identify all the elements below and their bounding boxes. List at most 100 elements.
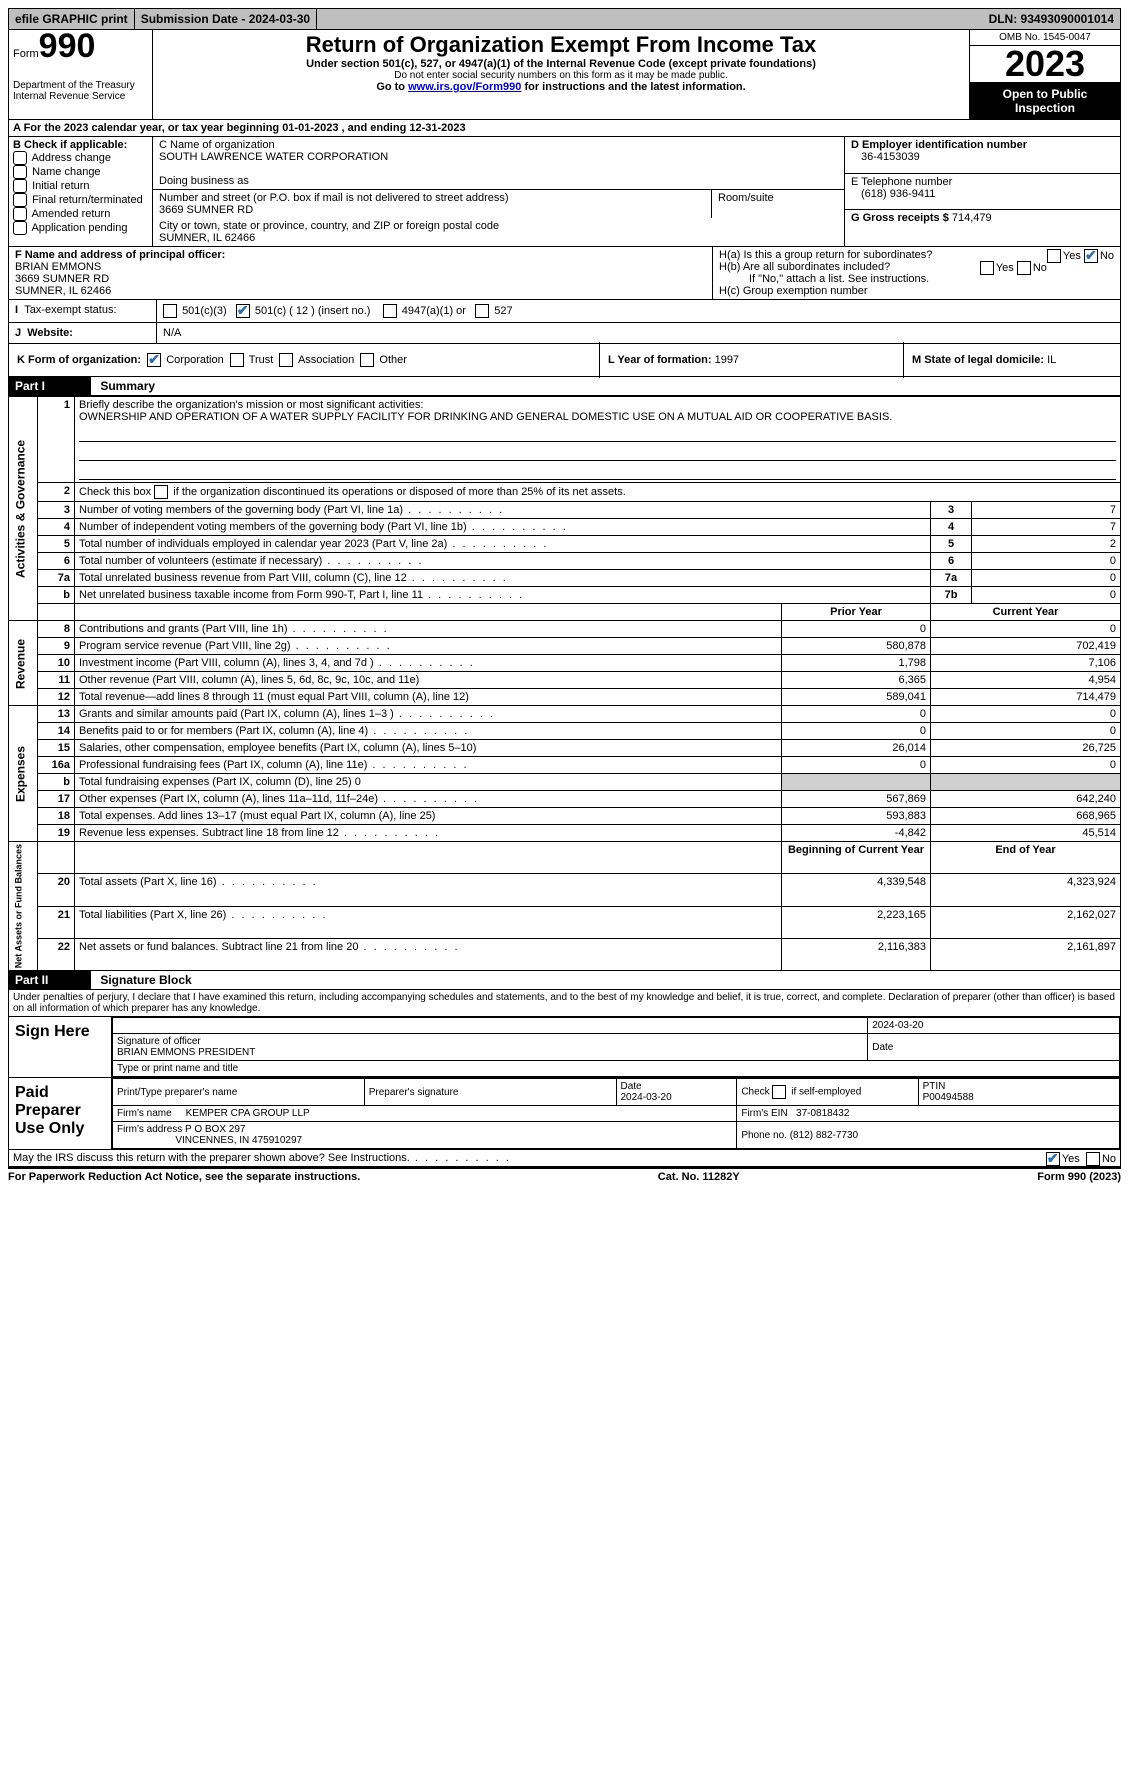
exp-row-16b: bTotal fundraising expenses (Part IX, co… xyxy=(9,774,1121,791)
sig-officer-label: Signature of officer xyxy=(117,1036,201,1047)
ha-row: H(a) Is this a group return for subordin… xyxy=(719,249,1114,261)
exp-row-17: 17Other expenses (Part IX, column (A), l… xyxy=(9,791,1121,808)
tel-label: E Telephone number xyxy=(851,176,952,188)
row-i: I Tax-exempt status: 501(c)(3) 501(c) ( … xyxy=(8,300,1121,323)
sign-here-label: Sign Here xyxy=(9,1017,111,1077)
hb-note: If "No," attach a list. See instructions… xyxy=(719,273,1114,285)
section-governance: Activities & Governance xyxy=(9,397,38,621)
gross-label: G Gross receipts $ xyxy=(851,212,949,224)
summary-table: Activities & Governance 1 Briefly descri… xyxy=(8,396,1121,971)
row-f-h: F Name and address of principal officer:… xyxy=(8,247,1121,300)
top-bar: efile GRAPHIC print Submission Date - 20… xyxy=(8,8,1121,30)
cb-501c3[interactable] xyxy=(163,304,177,318)
line1-label: Briefly describe the organization's miss… xyxy=(79,399,423,411)
checkbox-name-change[interactable] xyxy=(13,165,27,179)
exp-row-16a: 16aProfessional fundraising fees (Part I… xyxy=(9,757,1121,774)
prep-date: 2024-03-20 xyxy=(621,1092,672,1103)
exp-row-19: 19Revenue less expenses. Subtract line 1… xyxy=(9,825,1121,842)
ha-no[interactable] xyxy=(1084,249,1098,263)
ein-value: 36-4153039 xyxy=(851,151,920,163)
checkbox-final-return[interactable] xyxy=(13,193,27,207)
room-label: Room/suite xyxy=(718,192,774,204)
dln-label: DLN: 93493090001014 xyxy=(983,9,1120,29)
exp-row-18: 18Total expenses. Add lines 13–17 (must … xyxy=(9,808,1121,825)
may-irs-yes[interactable] xyxy=(1046,1152,1060,1166)
row-j: J Website: N/A xyxy=(8,323,1121,344)
prep-name-label: Print/Type preparer's name xyxy=(113,1079,365,1106)
net-row-21: 21Total liabilities (Part X, line 26)2,2… xyxy=(9,906,1121,938)
gov-row-4: 4Number of independent voting members of… xyxy=(9,519,1121,536)
rev-row-10: 10Investment income (Part VIII, column (… xyxy=(9,655,1121,672)
part-2-header: Part II Signature Block xyxy=(8,971,1121,990)
checkbox-amended[interactable] xyxy=(13,207,27,221)
rev-row-12: 12Total revenue—add lines 8 through 11 (… xyxy=(9,689,1121,706)
efile-label[interactable]: efile GRAPHIC print xyxy=(9,9,135,29)
date-label: Date xyxy=(868,1034,1120,1061)
may-irs-no[interactable] xyxy=(1086,1152,1100,1166)
box-b: B Check if applicable: Address change Na… xyxy=(9,137,153,246)
rev-row-9: 9Program service revenue (Part VIII, lin… xyxy=(9,638,1121,655)
self-employed: Check if self-employed xyxy=(737,1079,918,1106)
org-name: SOUTH LAWRENCE WATER CORPORATION xyxy=(159,151,388,163)
hc-row: H(c) Group exemption number xyxy=(719,285,1114,297)
cb-501c[interactable] xyxy=(236,304,250,318)
hb-yes[interactable] xyxy=(980,261,994,275)
street-label: Number and street (or P.O. box if mail i… xyxy=(159,192,509,204)
firm-name: KEMPER CPA GROUP LLP xyxy=(186,1108,310,1119)
gov-row-5: 5Total number of individuals employed in… xyxy=(9,536,1121,553)
cb-assoc[interactable] xyxy=(279,353,293,367)
org-name-label: C Name of organization xyxy=(159,139,275,151)
tax-year: 2023 xyxy=(970,46,1120,83)
firm-addr2: VINCENNES, IN 475910297 xyxy=(175,1135,302,1146)
cb-other[interactable] xyxy=(360,353,374,367)
submission-date: Submission Date - 2024-03-30 xyxy=(135,9,317,29)
line2: Check this box if the organization disco… xyxy=(75,483,1121,502)
sig-officer-name: BRIAN EMMONS PRESIDENT xyxy=(117,1047,255,1058)
section-net-assets: Net Assets or Fund Balances xyxy=(9,842,38,971)
checkbox-pending[interactable] xyxy=(13,221,27,235)
header-info-grid: B Check if applicable: Address change Na… xyxy=(8,137,1121,247)
checkbox-address-change[interactable] xyxy=(13,151,27,165)
gov-row-7b: bNet unrelated business taxable income f… xyxy=(9,587,1121,604)
section-expenses: Expenses xyxy=(9,706,38,842)
footer-mid: Cat. No. 11282Y xyxy=(360,1171,1037,1183)
net-row-20: 20Total assets (Part X, line 16)4,339,54… xyxy=(9,874,1121,906)
signature-block: Sign Here 2024-03-20 Signature of office… xyxy=(8,1017,1121,1150)
officer-label: F Name and address of principal officer: xyxy=(15,249,225,261)
footer-left: For Paperwork Reduction Act Notice, see … xyxy=(8,1171,360,1183)
city-value: SUMNER, IL 62466 xyxy=(159,232,255,244)
return-title: Return of Organization Exempt From Incom… xyxy=(157,32,965,58)
officer-sig-date: 2024-03-20 xyxy=(868,1018,1120,1034)
net-row-22: 22Net assets or fund balances. Subtract … xyxy=(9,938,1121,970)
exp-row-15: 15Salaries, other compensation, employee… xyxy=(9,740,1121,757)
box-d: D Employer identification number 36-4153… xyxy=(845,137,1120,246)
may-irs-discuss: May the IRS discuss this return with the… xyxy=(8,1150,1121,1167)
gov-row-6: 6Total number of volunteers (estimate if… xyxy=(9,553,1121,570)
ha-yes[interactable] xyxy=(1047,249,1061,263)
checkbox-initial-return[interactable] xyxy=(13,179,27,193)
cb-trust[interactable] xyxy=(230,353,244,367)
hb-no[interactable] xyxy=(1017,261,1031,275)
gov-row-7a: 7aTotal unrelated business revenue from … xyxy=(9,570,1121,587)
line1-value: OWNERSHIP AND OPERATION OF A WATER SUPPL… xyxy=(79,411,892,423)
cb-corp[interactable] xyxy=(147,353,161,367)
street-value: 3669 SUMNER RD xyxy=(159,204,253,216)
form-number: Form990 xyxy=(13,32,148,60)
goto-link-row: Go to www.irs.gov/Form990 for instructio… xyxy=(157,81,965,93)
firm-addr: P O BOX 297 xyxy=(185,1124,245,1135)
cb-self-employed[interactable] xyxy=(772,1085,786,1099)
exp-row-14: 14Benefits paid to or for members (Part … xyxy=(9,723,1121,740)
irs-label: Internal Revenue Service xyxy=(13,91,148,102)
cb-discontinued[interactable] xyxy=(154,485,168,499)
tel-value: (618) 936-9411 xyxy=(851,188,935,200)
box-c: C Name of organization SOUTH LAWRENCE WA… xyxy=(153,137,845,246)
firm-phone: (812) 882-7730 xyxy=(790,1130,858,1141)
gross-value: 714,479 xyxy=(952,212,992,224)
firm-ein: 37-0818432 xyxy=(796,1108,849,1119)
cb-4947[interactable] xyxy=(383,304,397,318)
gov-row-3: 3Number of voting members of the governi… xyxy=(9,502,1121,519)
subtitle-1: Under section 501(c), 527, or 4947(a)(1)… xyxy=(157,58,965,70)
irs-link[interactable]: www.irs.gov/Form990 xyxy=(408,81,521,93)
row-klm: K Form of organization: Corporation Trus… xyxy=(8,344,1121,377)
cb-527[interactable] xyxy=(475,304,489,318)
